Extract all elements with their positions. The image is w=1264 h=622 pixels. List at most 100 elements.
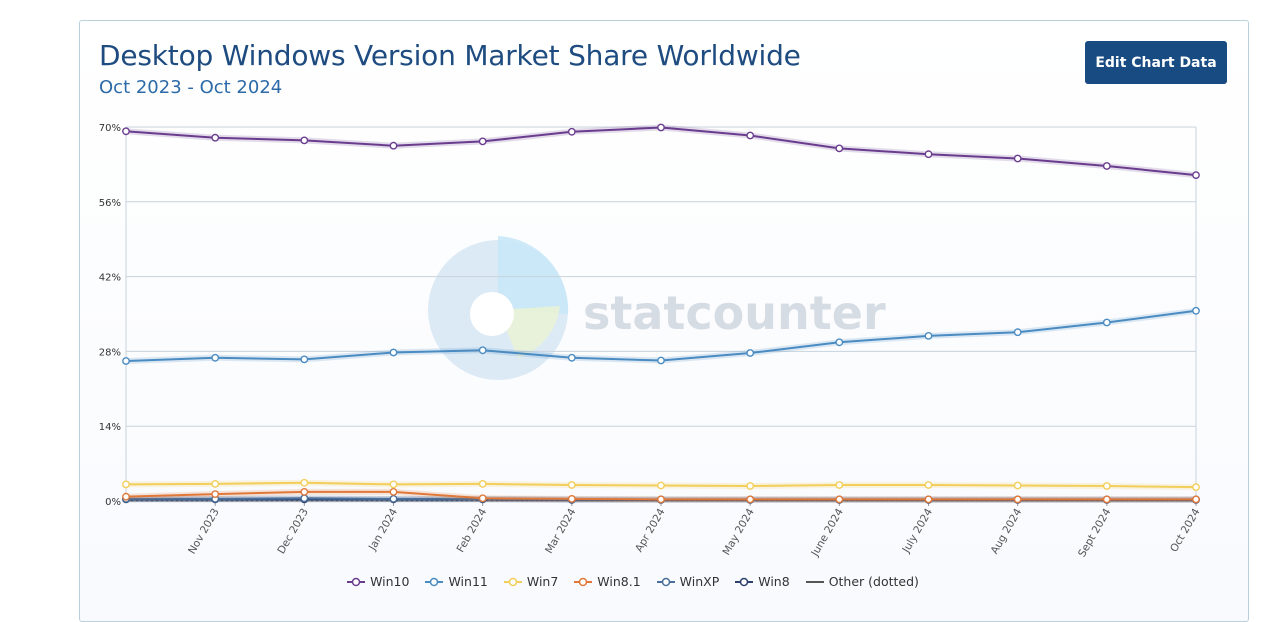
legend-marker bbox=[735, 577, 754, 586]
data-point-win11 bbox=[1013, 328, 1022, 337]
data-point-win8-1 bbox=[478, 494, 487, 503]
legend-marker-dot bbox=[508, 577, 518, 586]
data-point-win8-1 bbox=[835, 495, 844, 504]
legend-item[interactable]: Win7 bbox=[502, 574, 558, 589]
data-point-win8-1 bbox=[1013, 495, 1022, 504]
watermark-logo-wedge-2 bbox=[498, 306, 560, 358]
data-point-win10 bbox=[1102, 162, 1111, 170]
x-tick-label: Apr 2024 bbox=[633, 506, 668, 554]
legend-label: Win8 bbox=[758, 574, 790, 589]
data-point-win7 bbox=[122, 480, 130, 489]
data-point-win7 bbox=[1013, 481, 1022, 490]
y-tick-label: 70% bbox=[99, 123, 121, 134]
y-tick-label: 28% bbox=[99, 347, 121, 358]
page-title: Desktop Windows Version Market Share Wor… bbox=[99, 39, 801, 72]
legend-marker-dot bbox=[740, 577, 749, 586]
legend-marker-dot bbox=[351, 577, 361, 586]
data-point-winxp bbox=[389, 494, 398, 503]
chart-card: Desktop Windows Version Market Share Wor… bbox=[79, 20, 1249, 622]
x-tick-label: Sept 2024 bbox=[1076, 506, 1114, 559]
date-range-subtitle: Oct 2023 - Oct 2024 bbox=[99, 77, 283, 98]
data-point-win7 bbox=[1192, 483, 1200, 491]
y-tick-label: 14% bbox=[99, 422, 121, 433]
legend-item[interactable]: Win8 bbox=[733, 574, 790, 589]
x-tick-label: June 2024 bbox=[809, 506, 847, 559]
data-point-win8-1 bbox=[122, 492, 130, 501]
data-point-win11 bbox=[478, 346, 487, 355]
legend-item[interactable]: WinXP bbox=[655, 574, 720, 589]
watermark-text: statcounter bbox=[583, 286, 886, 340]
legend-item[interactable]: Win8.1 bbox=[572, 574, 641, 589]
data-point-win8-1 bbox=[389, 487, 398, 496]
legend-label: Other (dotted) bbox=[828, 574, 919, 589]
data-point-win10 bbox=[746, 131, 755, 140]
legend-marker bbox=[425, 577, 444, 586]
x-tick-label: Nov 2023 bbox=[186, 507, 222, 557]
legend-marker bbox=[347, 577, 366, 586]
data-point-win10 bbox=[478, 137, 487, 146]
data-point-win7 bbox=[746, 482, 755, 490]
data-point-win7 bbox=[300, 478, 309, 487]
legend-item[interactable]: Other (dotted) bbox=[804, 574, 919, 589]
data-point-win7 bbox=[657, 481, 665, 490]
legend-marker-dot bbox=[430, 577, 439, 586]
legend-marker bbox=[503, 577, 522, 586]
series-line-win10 bbox=[125, 126, 1197, 177]
line-chart: statcounter 0% 14% 28% 42% 56% 70% Nov 2023 Dec … bbox=[99, 123, 1203, 559]
data-point-win10 bbox=[300, 136, 309, 145]
data-point-win11 bbox=[924, 331, 933, 340]
legend-marker-dot bbox=[579, 577, 588, 586]
data-point-winxp bbox=[300, 494, 309, 503]
data-point-win8-1 bbox=[657, 495, 665, 504]
x-tick-label: Mar 2024 bbox=[543, 506, 578, 555]
data-point-win8-1 bbox=[211, 490, 220, 498]
data-point-win11 bbox=[122, 357, 130, 365]
chart-legend: Win10 Win11 Win7 Win8.1 WinXP Win8 Other (dott… bbox=[0, 574, 1264, 591]
data-point-win11 bbox=[567, 353, 576, 362]
data-point-win11 bbox=[1102, 318, 1111, 327]
data-point-win10 bbox=[1013, 154, 1022, 163]
data-point-win10 bbox=[657, 123, 665, 132]
edit-chart-data-button[interactable]: Edit Chart Data bbox=[1085, 41, 1227, 84]
legend-item[interactable]: Win11 bbox=[423, 574, 488, 589]
data-point-win10 bbox=[567, 127, 576, 136]
x-tick-label: Aug 2024 bbox=[989, 506, 1025, 556]
data-point-win11 bbox=[657, 356, 665, 365]
watermark-logo-hole bbox=[470, 292, 514, 336]
data-point-win7 bbox=[924, 481, 933, 489]
legend-marker bbox=[574, 577, 593, 586]
data-point-win10 bbox=[122, 127, 130, 136]
data-point-win10 bbox=[1192, 171, 1200, 180]
x-tick-label: Oct 2024 bbox=[1168, 506, 1203, 554]
legend-marker-dot bbox=[661, 577, 670, 586]
legend-label: WinXP bbox=[679, 574, 720, 589]
data-point-win10 bbox=[835, 144, 844, 153]
data-point-win11 bbox=[211, 353, 220, 362]
x-tick-label: Dec 2023 bbox=[275, 507, 311, 557]
x-tick-label: Feb 2024 bbox=[455, 506, 490, 554]
x-tick-label: Jan 2024 bbox=[366, 506, 400, 553]
data-point-win7 bbox=[1102, 482, 1111, 490]
legend-label: Win10 bbox=[370, 574, 410, 589]
legend-marker bbox=[656, 577, 675, 586]
x-tick-label: May 2024 bbox=[720, 506, 756, 557]
legend-label: Win7 bbox=[526, 574, 559, 589]
y-tick-label: 42% bbox=[99, 273, 121, 284]
data-point-win8-1 bbox=[567, 494, 576, 503]
legend-item[interactable]: Win10 bbox=[345, 574, 409, 589]
legend-label: Win8.1 bbox=[597, 574, 641, 589]
data-point-win11 bbox=[835, 338, 844, 347]
data-point-win11 bbox=[389, 348, 398, 357]
data-point-win8-1 bbox=[1102, 495, 1111, 504]
data-point-win8-1 bbox=[924, 495, 933, 504]
data-point-win7 bbox=[835, 481, 844, 489]
data-point-win11 bbox=[746, 349, 755, 357]
data-point-win7 bbox=[478, 479, 487, 488]
y-tick-label: 0% bbox=[105, 497, 121, 508]
data-point-win8-1 bbox=[1192, 495, 1200, 504]
data-point-win7 bbox=[389, 480, 398, 489]
series-line-shadow-win10 bbox=[125, 124, 1197, 179]
legend-label: Win11 bbox=[448, 574, 488, 589]
data-point-win7 bbox=[211, 479, 220, 488]
data-point-win11 bbox=[300, 355, 309, 364]
